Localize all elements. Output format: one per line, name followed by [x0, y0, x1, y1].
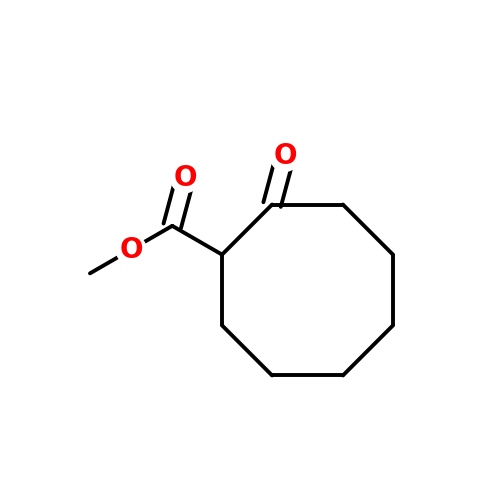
Text: O: O: [274, 142, 297, 170]
Circle shape: [170, 162, 200, 192]
Text: O: O: [174, 164, 197, 192]
Circle shape: [270, 141, 300, 171]
Circle shape: [116, 234, 146, 264]
Text: O: O: [120, 236, 143, 264]
